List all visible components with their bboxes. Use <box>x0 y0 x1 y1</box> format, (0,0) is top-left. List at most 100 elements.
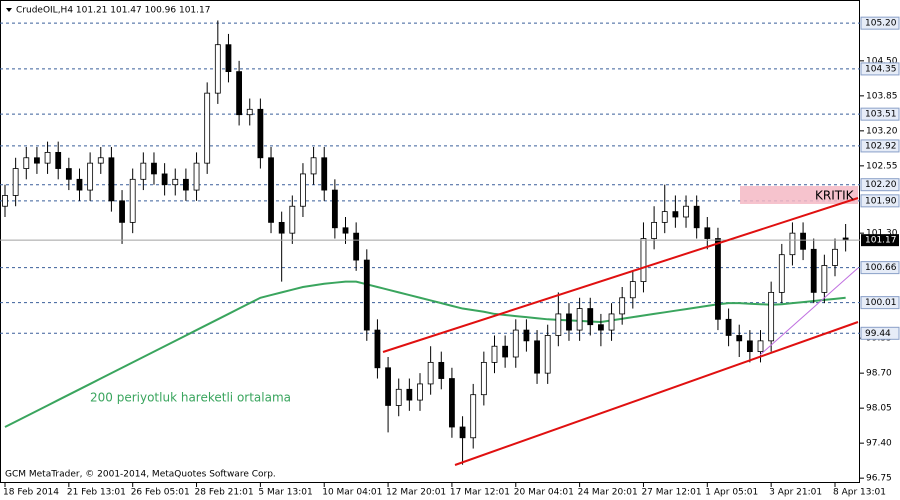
candle-body <box>76 178 83 191</box>
candle-body <box>55 151 62 169</box>
moving-average <box>4 280 846 428</box>
candle-body <box>108 157 115 202</box>
level-label: 104.35 <box>865 64 897 74</box>
candle-body <box>715 238 721 320</box>
trend-line <box>759 267 859 356</box>
x-tick-label: 8 Apr 13:01 <box>833 488 886 498</box>
x-tick-label: 21 Feb 13:01 <box>67 488 126 498</box>
x-tick-label: 17 Mar 12:01 <box>450 488 510 498</box>
level-label: 103.51 <box>865 110 897 120</box>
x-tick-label: 1 Apr 05:01 <box>705 488 758 498</box>
candle-body <box>800 232 806 250</box>
y-tick-label: 104.50 <box>866 56 898 66</box>
candle-body <box>395 388 402 406</box>
candle-body <box>651 221 658 239</box>
candle-body <box>34 157 40 164</box>
candle-body <box>768 291 775 342</box>
candle-body <box>300 173 306 207</box>
candle-body <box>480 361 487 396</box>
level-label-box <box>860 194 900 208</box>
candle-body <box>427 361 434 385</box>
candle-body <box>683 205 689 218</box>
candle-body <box>566 313 572 331</box>
candle-body <box>2 195 8 207</box>
x-tick-label: 3 Apr 21:01 <box>769 488 822 498</box>
candle-body <box>608 313 615 331</box>
candle-body <box>193 162 200 191</box>
y-tick-label: 101.30 <box>866 229 898 239</box>
candle-body <box>619 297 626 315</box>
level-label: 105.20 <box>865 19 897 29</box>
candle-body <box>406 388 413 401</box>
x-tick-label: 20 Mar 04:01 <box>514 488 574 498</box>
candle-body <box>140 162 147 180</box>
candle-body <box>236 71 243 116</box>
candle-body <box>757 340 764 353</box>
chart-title: CrudeOIL,H4 101.21 101.47 100.96 101.17 <box>16 6 210 16</box>
series-label: 200 periyotluk hareketli ortalama <box>90 391 291 405</box>
candle-body <box>385 367 391 406</box>
candle-body <box>661 211 668 223</box>
candle-body <box>374 329 381 369</box>
candle-body <box>544 335 551 374</box>
candle-body <box>23 157 30 169</box>
candle-body <box>65 168 72 180</box>
candle-body <box>821 265 828 293</box>
candle-body <box>438 361 445 379</box>
candle-body <box>129 178 136 223</box>
last-price-label: 101.17 <box>865 236 897 246</box>
level-label: 102.92 <box>865 141 897 151</box>
critical-zone <box>740 186 858 204</box>
x-tick-label: 24 Mar 20:01 <box>578 488 638 498</box>
level-label-box <box>860 261 900 275</box>
candle-body <box>789 232 796 256</box>
candle-body <box>523 329 530 342</box>
candle-body <box>363 259 370 331</box>
candle-body <box>725 318 732 336</box>
candle-body <box>672 211 679 218</box>
level-label-box <box>860 107 900 121</box>
footer: GCM MetaTrader, © 2001-2014, MetaQuotes … <box>5 470 276 480</box>
level-label-box <box>860 296 900 310</box>
candle-body <box>342 227 349 234</box>
candle-body <box>321 157 328 191</box>
candle-body <box>810 248 817 293</box>
level-label-box <box>860 178 900 192</box>
x-tick-label: 10 Mar 04:01 <box>322 488 382 498</box>
candle-body <box>161 173 168 186</box>
candle-body <box>214 44 221 94</box>
level-label-box <box>860 139 900 153</box>
plot-frame <box>0 0 860 483</box>
channel-lower <box>454 321 859 466</box>
level-label: 102.20 <box>865 180 897 190</box>
candle-body <box>225 44 232 73</box>
y-tick-label: 98.05 <box>866 404 892 414</box>
x-tick-label: 27 Mar 12:01 <box>641 488 701 498</box>
candle-body <box>736 335 743 342</box>
candle-body <box>629 281 636 299</box>
level-label: 101.90 <box>865 196 897 206</box>
y-tick-label: 102.55 <box>866 161 898 171</box>
candle-body <box>44 151 51 164</box>
x-tick-label: 12 Mar 20:01 <box>386 488 446 498</box>
candle-body <box>587 308 594 326</box>
level-label: 99.44 <box>865 329 891 339</box>
x-tick-label: 26 Feb 05:01 <box>131 488 190 498</box>
candle-body <box>310 157 317 175</box>
y-tick-label: 97.40 <box>866 439 892 449</box>
candle-body <box>449 378 455 428</box>
last-price-box <box>861 234 899 247</box>
y-tick-label: 96.75 <box>866 474 892 484</box>
candle-body <box>331 189 338 229</box>
y-tick-label: 98.70 <box>866 369 892 379</box>
candle-body <box>97 157 104 164</box>
level-label: 100.01 <box>865 298 897 308</box>
x-tick-label: 18 Feb 2014 <box>3 488 59 498</box>
candle-body <box>257 108 264 159</box>
y-tick-label: 103.20 <box>866 126 898 136</box>
candle-body <box>778 254 785 293</box>
level-label-box <box>860 62 900 76</box>
y-tick-label: 103.85 <box>866 91 898 101</box>
x-tick-label: 28 Feb 21:01 <box>195 488 254 498</box>
